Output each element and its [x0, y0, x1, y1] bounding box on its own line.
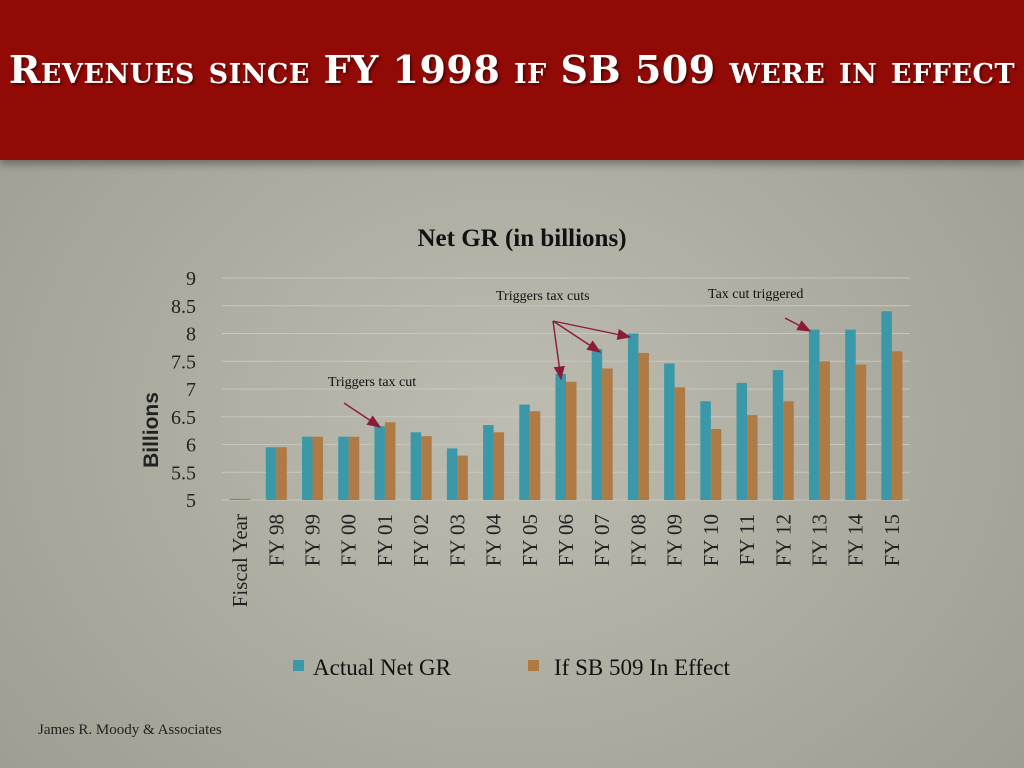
bar-if-sb509: [638, 352, 649, 500]
x-category-label: FY 99: [301, 514, 325, 566]
annotation-label: Triggers tax cut: [328, 375, 416, 390]
bar-actual-net-gr: [845, 329, 856, 500]
bar-actual-net-gr: [591, 349, 603, 500]
x-category-label: FY 09: [663, 514, 687, 566]
y-tick-label: 8.5: [171, 296, 196, 318]
bar-actual-net-gr: [265, 447, 277, 500]
x-category-label: FY 13: [807, 514, 831, 566]
bar-actual-net-gr: [700, 401, 711, 500]
y-tick-label: 8: [186, 324, 196, 346]
y-tick-label: 6.5: [171, 407, 196, 429]
bar-if-sb509: [529, 411, 541, 500]
legend-label: Actual Net GR: [313, 655, 452, 680]
y-tick-label: 6: [186, 435, 196, 457]
x-category-label: FY 98: [264, 514, 288, 566]
bar-if-sb509: [457, 455, 468, 500]
bar-actual-net-gr: [772, 370, 784, 500]
bar-actual-net-gr: [338, 436, 349, 500]
x-category-label: FY 14: [844, 514, 868, 567]
y-axis-label: Billions: [140, 392, 163, 468]
bar-if-sb509: [747, 415, 758, 500]
x-category-label: FY 06: [554, 514, 578, 566]
bar-actual-net-gr: [374, 426, 385, 500]
x-category-label: Fiscal Year: [228, 514, 252, 607]
annotation-label: Tax cut triggered: [708, 287, 803, 302]
x-category-label: FY 04: [482, 514, 506, 567]
bar-actual-net-gr: [736, 382, 748, 500]
bar-if-sb509: [276, 447, 287, 500]
x-category-label: FY 05: [518, 514, 542, 566]
slide-title: Revenues since FY 1998 if SB 509 were in…: [8, 47, 1016, 92]
bar-actual-net-gr: [302, 436, 313, 500]
bar-if-sb509: [566, 381, 577, 500]
x-category-label: FY 11: [735, 514, 759, 566]
annotation-arrow: [552, 320, 602, 353]
y-tick-label: 5: [186, 490, 196, 512]
x-category-label: FY 03: [445, 514, 469, 566]
bar-if-sb509: [674, 387, 686, 500]
bar-actual-net-gr: [229, 498, 241, 500]
bar-actual-net-gr: [446, 448, 458, 500]
bar-actual-net-gr: [555, 374, 566, 500]
bar-if-sb509: [384, 422, 396, 500]
bar-if-sb509: [312, 436, 324, 500]
bar-actual-net-gr: [664, 363, 675, 500]
x-category-label: FY 00: [337, 514, 361, 566]
legend-swatch: [293, 660, 304, 671]
legend-label: If SB 509 In Effect: [554, 655, 730, 680]
bar-actual-net-gr: [410, 432, 422, 500]
bar-actual-net-gr: [483, 425, 494, 500]
chart-title: Net GR (in billions): [417, 225, 626, 252]
annotation-arrow: [784, 317, 812, 332]
x-category-label: FY 01: [373, 514, 397, 566]
bar-if-sb509: [783, 401, 794, 500]
y-tick-label: 7: [186, 379, 196, 401]
bar-if-sb509: [710, 428, 722, 500]
annotation-arrow: [552, 320, 565, 381]
bar-if-sb509: [891, 351, 903, 500]
y-tick-label: 7.5: [171, 351, 196, 373]
x-category-label: FY 07: [590, 514, 614, 566]
y-tick-label: 9: [186, 268, 196, 290]
x-category-label: FY 15: [880, 514, 904, 566]
footer-text: James R. Moody & Associates: [38, 722, 222, 738]
bar-actual-net-gr: [881, 311, 892, 500]
annotation-arrow: [343, 402, 382, 428]
bar-if-sb509: [855, 364, 867, 500]
bar-if-sb509: [348, 436, 360, 500]
bar-if-sb509: [602, 368, 613, 500]
bar-if-sb509: [493, 432, 505, 500]
title-band: [0, 0, 1024, 160]
bar-if-sb509: [819, 361, 830, 500]
bar-if-sb509: [240, 498, 251, 500]
x-category-label: FY 02: [409, 514, 433, 566]
annotation-label: Triggers tax cuts: [496, 289, 590, 304]
bar-if-sb509: [421, 436, 432, 500]
x-category-label: FY 08: [626, 514, 650, 566]
y-tick-label: 5.5: [171, 462, 196, 484]
x-category-label: FY 12: [771, 514, 795, 566]
legend-swatch: [528, 660, 539, 671]
bar-actual-net-gr: [519, 404, 530, 500]
annotation-arrow: [552, 320, 632, 340]
x-category-label: FY 10: [699, 514, 723, 566]
bar-actual-net-gr: [627, 333, 639, 500]
bar-actual-net-gr: [808, 329, 820, 500]
